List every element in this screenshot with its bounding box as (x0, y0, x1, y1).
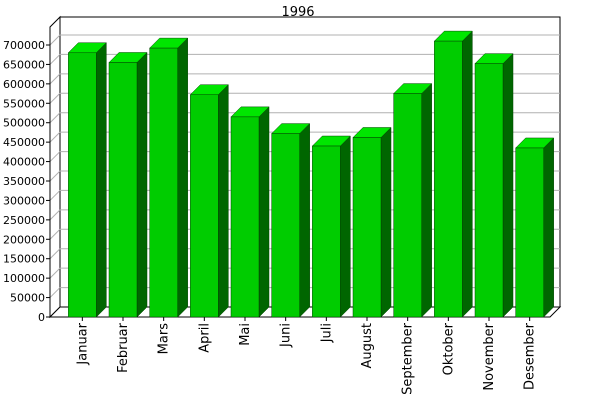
x-tick-label: Januar (75, 322, 90, 365)
bar-front (515, 147, 544, 318)
x-tick-label: April (197, 323, 212, 353)
gridline-side (49, 34, 61, 46)
bar-front (393, 93, 422, 318)
bar-front (190, 94, 219, 318)
bar (393, 82, 433, 318)
x-tick-label: Mars (157, 323, 172, 355)
gridline-side (49, 248, 61, 260)
x-tick-label: Juni (279, 323, 294, 348)
bar-front (230, 116, 260, 318)
y-tick-label: 150000 (3, 253, 45, 266)
y-tick-label: 550000 (3, 97, 45, 110)
bar-side (299, 122, 310, 318)
bar (230, 106, 270, 318)
x-tick-label: November (482, 322, 497, 390)
gridline-side (49, 151, 61, 162)
bar-side (177, 37, 188, 318)
bar-front (352, 137, 382, 318)
x-tick-label: September (401, 322, 416, 395)
bar (67, 42, 107, 318)
bar (352, 126, 392, 318)
bar-front (68, 52, 97, 318)
gridline-side (49, 131, 61, 143)
bar-side (421, 82, 432, 318)
y-axis: 0 50000 100000 150000 200000 250000 300000 3500… (3, 27, 51, 324)
y-tick-label: 450000 (3, 136, 45, 149)
y-tick-label: 50000 (10, 292, 45, 305)
bar (474, 53, 514, 318)
gridline-side (49, 287, 61, 298)
gridline-side (49, 112, 61, 124)
y-tick-label: 600000 (3, 78, 45, 91)
gridline-side (49, 54, 61, 65)
x-tick-label: Desember (523, 322, 538, 390)
y-tick-label: 500000 (3, 117, 45, 130)
gridline-side (49, 267, 61, 279)
bar (271, 122, 311, 318)
gridline-side (49, 209, 61, 221)
gridline-side (49, 92, 61, 104)
x-tick-label: Februar (116, 322, 131, 373)
y-tick-label: 350000 (3, 175, 45, 188)
left-wall (49, 15, 61, 319)
bar-front (474, 63, 504, 318)
x-tick-label: Juli (319, 323, 334, 343)
gridline-side (49, 73, 61, 85)
bar-front (271, 133, 300, 318)
y-tick-label: 200000 (3, 233, 45, 246)
gridline-side (49, 170, 61, 182)
bar-side (258, 106, 270, 318)
bar (149, 37, 189, 318)
x-tick-label: Mai (238, 323, 253, 346)
bar (515, 137, 555, 318)
y-tick-label: 300000 (3, 194, 45, 207)
gridline-side (49, 228, 61, 240)
bar-side (218, 84, 229, 318)
bar-side (380, 126, 392, 318)
chart-title: 1996 (281, 5, 314, 20)
bar-side (462, 30, 473, 318)
bar-side (96, 42, 107, 318)
bars (67, 30, 555, 318)
bar-front (108, 62, 138, 318)
bar (189, 84, 229, 318)
y-tick-label: 700000 (3, 39, 45, 52)
bar (108, 51, 148, 318)
y-tick-label: 650000 (3, 58, 45, 71)
x-tick-label: Oktober (441, 322, 456, 375)
y-tick-label: 400000 (3, 156, 45, 169)
bar-side (543, 137, 554, 318)
x-axis: Januar Februar Mars April Mai Juni Juli August S… (50, 316, 550, 395)
bar-front (149, 47, 178, 318)
y-tick-label: 100000 (3, 272, 45, 285)
y-tick-label: 250000 (3, 214, 45, 227)
bar-front (434, 40, 463, 318)
bar (433, 30, 473, 318)
bar-side (136, 51, 148, 318)
bar-front (312, 145, 341, 318)
y-tick-label: 0 (38, 311, 45, 324)
bar-side (340, 135, 351, 318)
bar (311, 135, 351, 318)
x-tick-label: August (360, 323, 375, 369)
bar-side (502, 53, 514, 318)
gridline-side (49, 190, 61, 201)
